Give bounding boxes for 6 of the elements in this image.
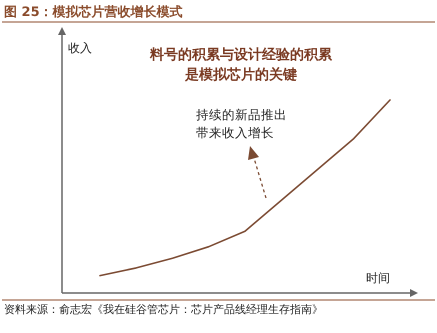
text: 资料来源：俞志宏《我在硅谷管芯片：芯片产品线经理生存指南》 [4, 302, 324, 317]
chart-title: 图 25：模拟芯片营收增长模式 [4, 4, 183, 21]
x-axis-title: 时间 [366, 270, 390, 287]
annotation: 持续的新品推出带来收入增长 [196, 106, 288, 142]
y-axis-title: 收入 [68, 40, 92, 57]
text: 料号的积累与设计经验的积累是模拟芯片的关键 [148, 46, 333, 85]
